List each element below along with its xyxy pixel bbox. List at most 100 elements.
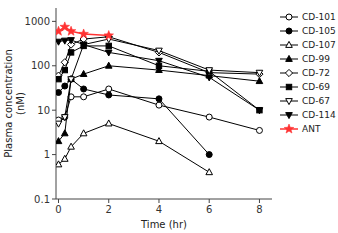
- series: [56, 33, 263, 79]
- data-point: [105, 62, 112, 68]
- series-line: [59, 79, 210, 154]
- x-axis-label: Time (hr): [140, 219, 187, 230]
- data-point: [61, 130, 68, 136]
- legend-label: CD-105: [302, 26, 336, 36]
- series: [56, 120, 213, 175]
- data-point: [155, 49, 162, 56]
- data-point: [61, 115, 68, 121]
- data-point: [104, 31, 114, 40]
- series-line: [59, 40, 260, 110]
- y-tick: [52, 199, 56, 200]
- series-line: [59, 46, 260, 110]
- data-point: [80, 70, 87, 76]
- y-tick-label: 1: [44, 149, 50, 160]
- data-point: [156, 96, 162, 102]
- legend-label: ANT: [302, 124, 321, 134]
- legend-marker: [284, 124, 294, 133]
- data-point: [81, 86, 87, 92]
- data-point: [62, 67, 67, 72]
- legend-label: CD-67: [302, 96, 330, 106]
- data-point: [68, 77, 75, 83]
- data-point: [68, 50, 73, 55]
- legend-marker: [286, 113, 293, 119]
- data-point: [80, 42, 87, 48]
- y-tick: [52, 110, 56, 111]
- legend-label: CD-72: [302, 68, 330, 78]
- legend-marker: [286, 99, 293, 105]
- plot-area: [56, 22, 263, 175]
- series: [56, 86, 262, 133]
- series: [56, 22, 113, 40]
- series-line: [59, 37, 260, 76]
- x-tick: [108, 199, 109, 203]
- y-tick: [52, 65, 56, 66]
- legend-marker: [286, 28, 292, 34]
- x-tick-label: 6: [206, 204, 212, 215]
- data-point: [105, 120, 112, 126]
- data-point: [257, 107, 262, 112]
- legend-marker: [285, 69, 292, 76]
- y-tick-label: 10: [37, 105, 50, 116]
- data-point: [61, 155, 68, 161]
- data-point: [68, 38, 75, 44]
- data-point: [61, 38, 68, 44]
- legend-label: CD-99: [302, 54, 330, 64]
- data-point: [256, 70, 263, 76]
- data-point: [256, 78, 263, 84]
- data-point: [68, 76, 74, 82]
- data-point: [256, 70, 263, 77]
- series-line: [59, 39, 260, 124]
- data-point: [256, 108, 263, 114]
- legend-label: CD-107: [302, 40, 336, 50]
- data-point: [256, 127, 262, 133]
- x-tick-label: 4: [156, 204, 162, 215]
- series: [56, 38, 263, 114]
- series-line: [59, 89, 260, 130]
- data-point: [80, 130, 87, 136]
- y-tick: [52, 154, 56, 155]
- series-line: [59, 124, 210, 173]
- x-tick: [209, 199, 210, 203]
- data-point: [206, 75, 213, 81]
- x-tick: [58, 199, 59, 203]
- legend-label: CD-114: [302, 110, 336, 120]
- data-point: [56, 39, 62, 45]
- data-point: [56, 138, 62, 144]
- legend-marker: [286, 14, 292, 20]
- data-point: [81, 94, 87, 100]
- data-point: [156, 58, 163, 64]
- y-tick-label: 0.1: [34, 194, 50, 205]
- data-point: [156, 48, 163, 54]
- data-point: [206, 68, 213, 74]
- data-point: [56, 90, 62, 96]
- series: [56, 76, 212, 157]
- legend-marker: [286, 55, 293, 61]
- data-point: [106, 92, 112, 98]
- x-tick: [259, 199, 260, 203]
- legend-marker: [286, 41, 293, 47]
- y-tick: [52, 21, 56, 22]
- legend: CD-101CD-105CD-107CD-99CD-72CD-69CD-67CD…: [280, 12, 336, 134]
- series: [56, 37, 263, 128]
- x-tick: [158, 199, 159, 203]
- data-point: [68, 143, 75, 149]
- data-point: [79, 29, 89, 38]
- x-tick-label: 0: [55, 204, 61, 215]
- data-point: [66, 26, 76, 35]
- series: [56, 62, 263, 143]
- data-point: [207, 69, 212, 74]
- data-point: [62, 83, 68, 89]
- y-axis-label: Plasma concentration(nM): [3, 49, 26, 157]
- data-point: [56, 121, 62, 127]
- data-point: [105, 50, 112, 56]
- series-line: [59, 66, 260, 141]
- data-point: [206, 169, 213, 175]
- legend-label: CD-101: [302, 12, 336, 22]
- data-point: [156, 138, 163, 144]
- data-point: [206, 152, 212, 158]
- x-tick-label: 2: [106, 204, 112, 215]
- y-tick-label: 1000: [25, 16, 50, 27]
- data-point: [106, 43, 111, 48]
- data-point: [206, 114, 212, 120]
- x-axis-line: [56, 199, 272, 200]
